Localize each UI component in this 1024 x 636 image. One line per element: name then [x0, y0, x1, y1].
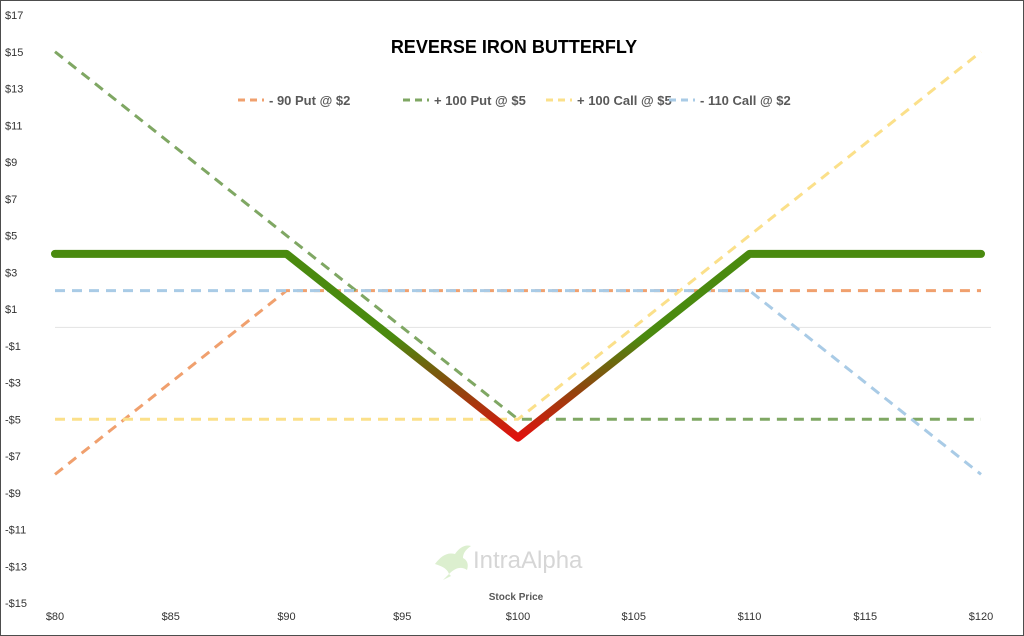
series-line-leg-4	[55, 289, 982, 476]
watermark: IntraAlpha	[435, 545, 583, 580]
x-axis: $80 $85 $90 $95 $100 $105 $110 $115 $120	[46, 611, 993, 623]
x-tick-label: $120	[969, 611, 993, 623]
y-tick-label: $13	[5, 84, 23, 96]
x-tick-label: $100	[506, 611, 530, 623]
y-tick-label: $9	[5, 157, 17, 169]
x-tick-label: $80	[46, 611, 64, 623]
legend-label: - 110 Call @ $2	[700, 93, 791, 108]
y-tick-label: $17	[5, 10, 23, 22]
series-line-leg-1	[54, 289, 981, 476]
y-tick-label: -$11	[5, 525, 26, 537]
x-tick-label: $85	[162, 611, 180, 623]
x-tick-label: $115	[853, 611, 877, 623]
series-line-net-payoff	[51, 249, 985, 442]
y-tick-label: $3	[5, 267, 17, 279]
y-tick-label: -$5	[5, 414, 21, 426]
x-tick-label: $90	[277, 611, 295, 623]
legend: - 90 Put @ $2 + 100 Put @ $5 + 100 Call @ …	[238, 93, 791, 108]
x-axis-title: Stock Price	[489, 592, 544, 603]
legend-label: + 100 Put @ $5	[434, 93, 526, 108]
chart-title: REVERSE IRON BUTTERFLY	[391, 37, 637, 57]
x-tick-label: $105	[622, 611, 646, 623]
y-tick-label: $11	[5, 120, 23, 132]
legend-label: + 100 Call @ $5	[577, 93, 672, 108]
y-tick-label: $7	[5, 194, 17, 206]
legend-label: - 90 Put @ $2	[269, 93, 350, 108]
hummingbird-logo-icon	[435, 545, 471, 580]
watermark-text: IntraAlpha	[473, 547, 583, 574]
x-tick-label: $110	[738, 611, 762, 623]
y-axis: $17 $15 $13 $11 $9 $7 $5 $3 $1 -$1 -$3 -$5 -$7 -$9 -$1…	[5, 10, 27, 610]
y-tick-label: -$7	[5, 451, 21, 463]
y-tick-label: -$13	[5, 561, 27, 573]
y-tick-label: -$3	[5, 378, 21, 390]
x-tick-label: $95	[393, 611, 411, 623]
y-tick-label: $5	[5, 231, 17, 243]
y-tick-label: -$15	[5, 598, 27, 610]
y-tick-label: $15	[5, 47, 23, 59]
series-line-leg-3	[55, 50, 982, 421]
series-layer	[51, 50, 985, 476]
y-tick-label: -$9	[5, 488, 21, 500]
y-tick-label: $1	[5, 304, 17, 316]
y-tick-label: -$1	[5, 341, 21, 353]
